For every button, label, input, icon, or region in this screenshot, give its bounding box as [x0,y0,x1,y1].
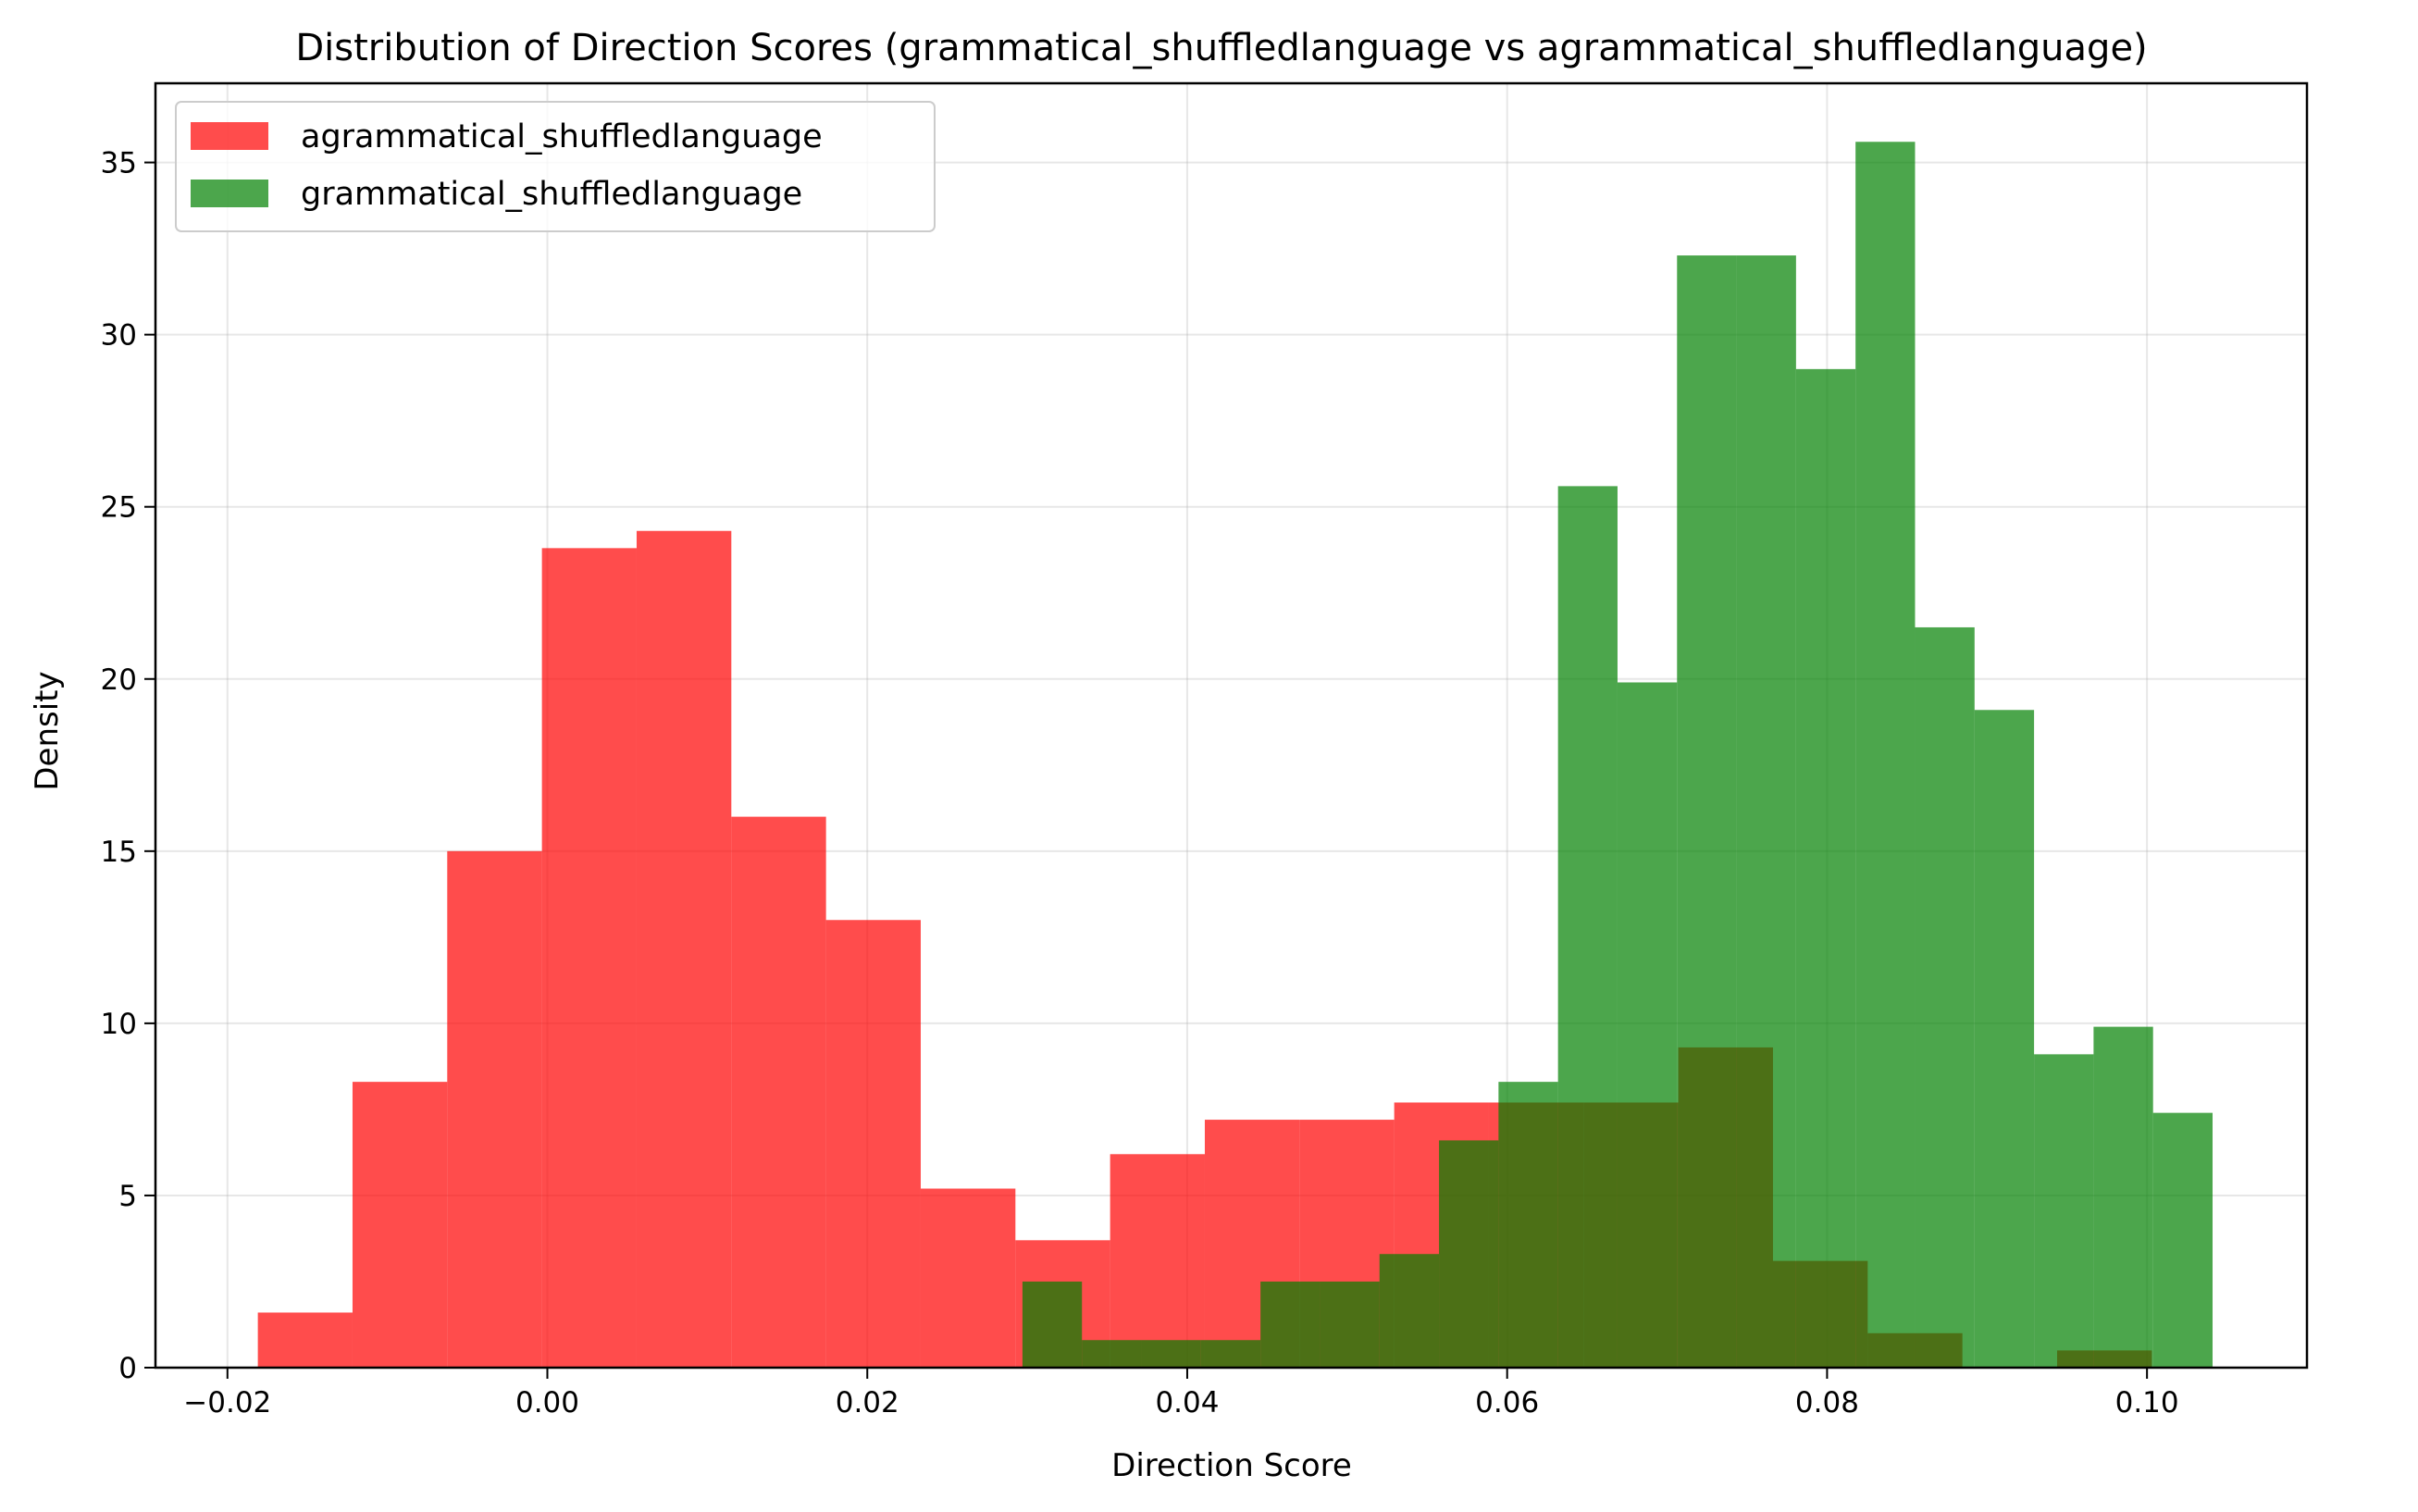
x-tick-label: 0.00 [515,1386,579,1419]
legend-swatch [191,180,268,207]
histogram-bar [1141,1340,1201,1368]
histogram-bar [1855,142,1916,1369]
y-axis-title: Density [29,671,66,790]
histogram-bar [352,1082,448,1368]
y-tick-label: 0 [118,1352,137,1385]
x-tick-label: 0.08 [1795,1386,1859,1419]
y-tick-label: 30 [101,319,137,353]
axes: −0.02 0.00 0.02 0.04 0.06 0.08 0.10 0 5 10 15 20 25 3… [101,81,2309,1419]
chart-title: Distribution of Direction Scores (gramma… [295,27,2147,69]
y-tick-label: 35 [101,147,137,180]
histogram-bar [636,530,732,1368]
histogram-bar [1260,1281,1321,1368]
legend-label: grammatical_shuffledlanguage [301,176,802,213]
histogram-bar [731,816,826,1368]
histogram-bars [257,142,2213,1369]
histogram-bar [1915,626,1975,1368]
legend-label: agrammatical_shuffledlanguage [301,118,823,155]
axes-frame [154,81,2309,1369]
x-tick-label: 0.02 [836,1386,899,1419]
x-axis-title: Direction Score [1111,1447,1352,1484]
histogram-bar [1082,1340,1142,1368]
histogram-bar [1736,255,1796,1369]
histogram-bar [1110,1154,1205,1368]
y-tick-label: 25 [101,491,137,525]
x-tick-label: −0.02 [183,1386,271,1419]
histogram-bar [1974,710,2035,1368]
histogram-bar [1022,1281,1083,1368]
x-tick-label: 0.10 [2115,1386,2179,1419]
y-tick-label: 15 [101,836,137,869]
histogram-bar [920,1188,1016,1368]
histogram-bar [1320,1281,1380,1368]
histogram-bar [1200,1340,1261,1368]
series-grammatical_shuffledlanguage [1022,142,2213,1369]
y-tick-label: 5 [118,1180,137,1213]
histogram-bar [541,548,637,1368]
histogram-bar [1498,1082,1558,1368]
y-tick-label: 20 [101,663,137,697]
histogram-bar [2093,1026,2153,1368]
histogram-bar [1379,1254,1440,1368]
x-tick-label: 0.04 [1155,1386,1219,1419]
histogram-bar [447,850,542,1368]
histogram-bar [2034,1054,2094,1368]
x-tick-label: 0.06 [1475,1386,1539,1419]
histogram-bar [1677,255,1737,1369]
legend: agrammatical_shuffledlanguage grammatical… [175,101,936,232]
legend-swatch [191,122,268,150]
histogram-bar [825,920,921,1368]
histogram-bar [2152,1112,2213,1368]
histogram-bar [1795,368,1856,1368]
histogram-bar [1439,1140,1499,1368]
histogram-bar [1557,486,1618,1368]
y-tick-label: 10 [101,1008,137,1041]
histogram-bar [1617,682,1678,1368]
legend-box [175,101,936,232]
histogram-bar [257,1312,353,1368]
